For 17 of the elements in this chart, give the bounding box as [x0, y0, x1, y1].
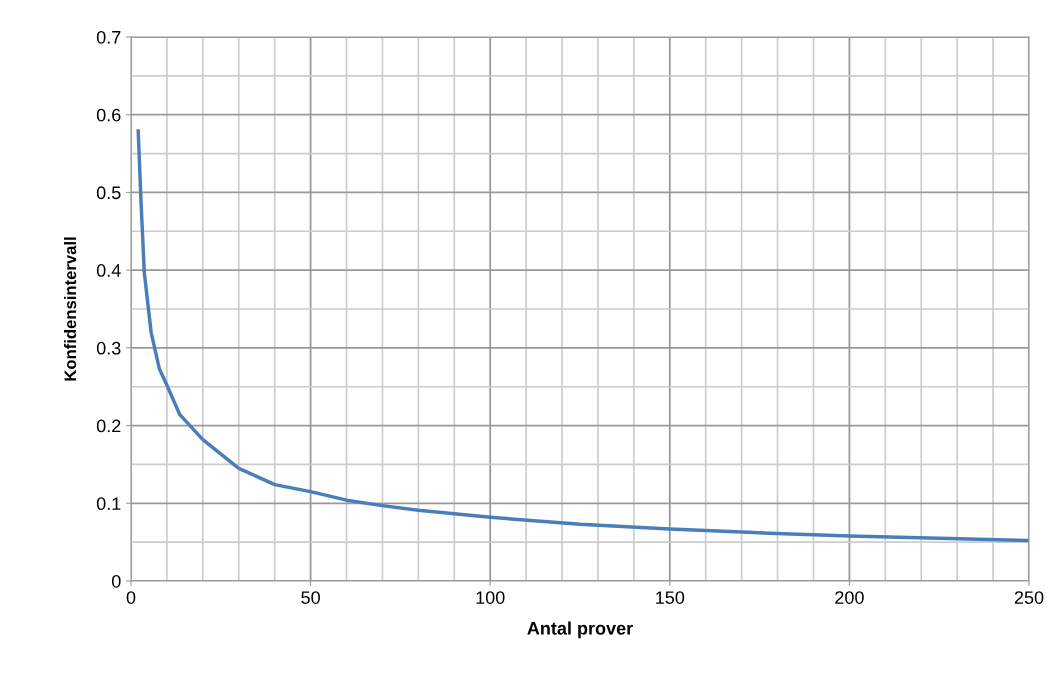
x-tick-label: 100 — [476, 591, 505, 604]
y-tick-label: 0.7 — [96, 30, 121, 44]
y-tick-label: 0.1 — [96, 497, 121, 511]
line-series — [136, 129, 1029, 543]
y-tick-label: 0.6 — [96, 108, 121, 122]
y-tick-label: 0 — [111, 574, 121, 588]
y-tick-label: 0.5 — [96, 186, 121, 200]
x-tick-label: 50 — [301, 591, 320, 604]
y-tick-label: 0.4 — [96, 264, 121, 277]
x-tick-label: 0 — [126, 591, 136, 604]
y-tick-label: 0.3 — [96, 341, 121, 355]
x-tick-label: 250 — [1014, 591, 1044, 604]
x-axis-title: Antal prover — [527, 621, 633, 639]
y-tick-label: 0.2 — [96, 419, 121, 433]
y-axis-title: Konfidensintervall — [63, 237, 77, 381]
x-tick-label: 150 — [656, 591, 685, 604]
x-tick-label: 200 — [835, 591, 864, 604]
